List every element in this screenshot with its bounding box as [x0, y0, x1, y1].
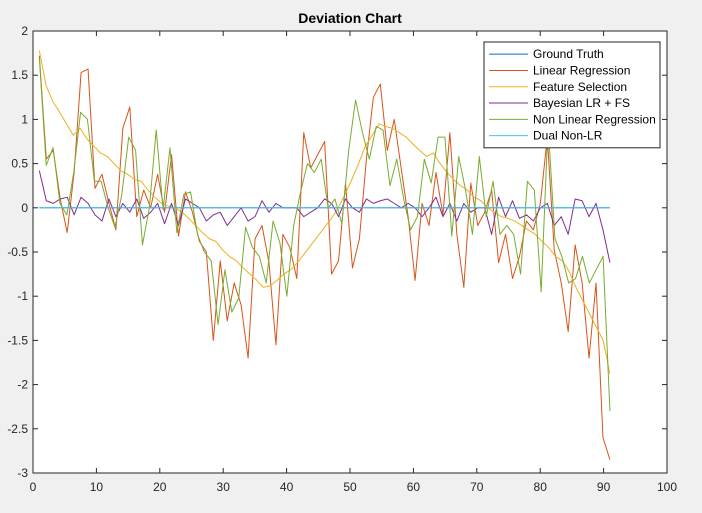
legend-label: Linear Regression [533, 63, 630, 77]
x-tick-label: 90 [597, 480, 611, 494]
y-tick-label: 1 [21, 112, 28, 126]
y-tick-label: -2.5 [7, 422, 28, 436]
chart-title: Deviation Chart [298, 10, 402, 26]
x-tick-label: 70 [470, 480, 484, 494]
x-tick-label: 100 [657, 480, 677, 494]
series-line-bayesian-lr-fs [38, 170, 611, 263]
y-tick-label: 0.5 [11, 157, 28, 171]
y-tick-label: -0.5 [7, 245, 28, 259]
y-tick-label: -3 [17, 466, 28, 480]
x-tick-label: 10 [90, 480, 104, 494]
y-tick-label: 2 [21, 24, 28, 38]
y-tick-label: -1 [17, 289, 28, 303]
y-tick-label: 1.5 [11, 68, 28, 82]
series-line-linear-regression [38, 55, 611, 460]
series-line-non-linear-regression [38, 57, 611, 412]
legend-label: Dual Non-LR [533, 129, 603, 143]
series-layer [38, 50, 611, 460]
x-tick-label: 0 [30, 480, 37, 494]
x-tick-label: 20 [153, 480, 167, 494]
legend-label: Bayesian LR + FS [533, 96, 630, 110]
legend-label: Non Linear Regression [533, 112, 656, 126]
ticks-layer: 0 10 20 30 40 50 60 70 80 90 100 2 1.5 1 0.5 0 -0.5 -1 -1.… [7, 24, 677, 494]
series-line-feature-selection [38, 50, 611, 375]
y-tick-label: 0 [21, 201, 28, 215]
legend-box [483, 41, 661, 149]
x-tick-label: 80 [534, 480, 548, 494]
x-tick-label: 30 [217, 480, 231, 494]
x-tick-label: 50 [343, 480, 357, 494]
y-tick-label: -1.5 [7, 333, 28, 347]
legend: Ground Truth Linear Regression Feature Sel… [483, 41, 661, 149]
legend-label: Ground Truth [533, 47, 604, 61]
x-tick-label: 40 [280, 480, 294, 494]
legend-label: Feature Selection [533, 80, 627, 94]
x-tick-label: 60 [407, 480, 421, 494]
y-tick-label: -2 [17, 378, 28, 392]
